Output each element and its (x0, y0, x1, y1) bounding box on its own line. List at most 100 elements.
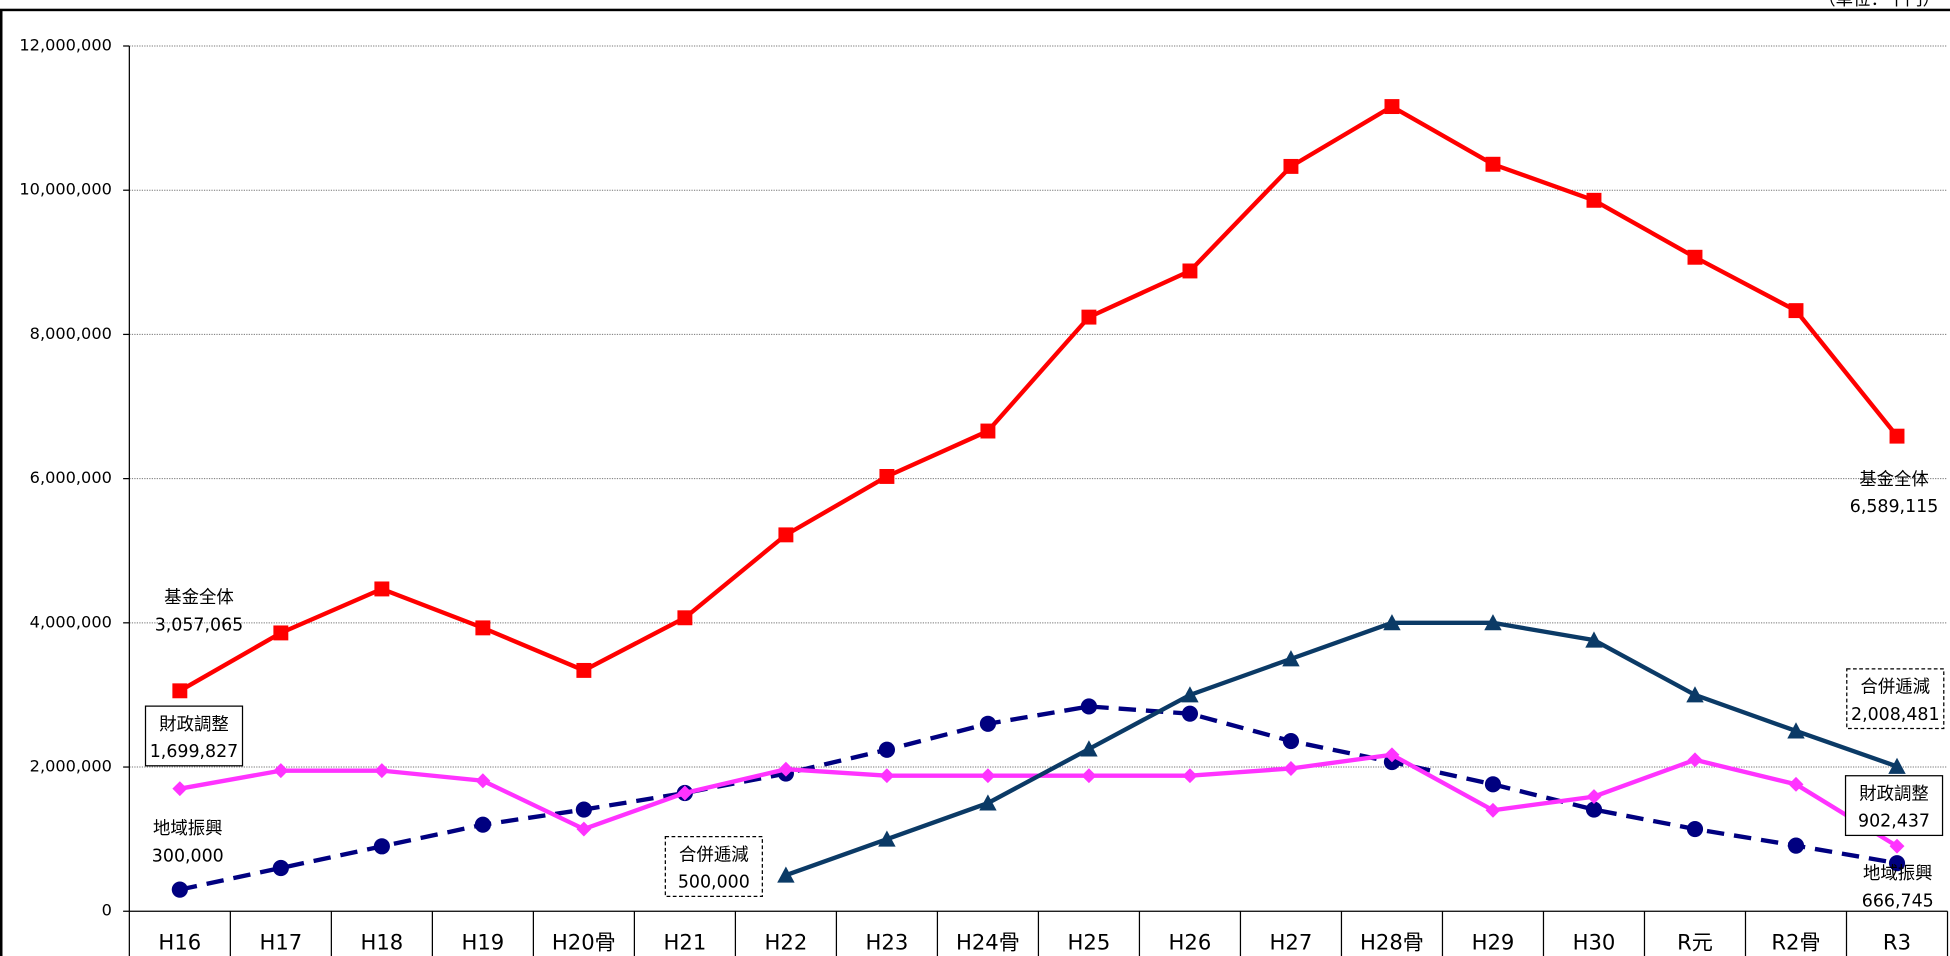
series-line (179, 752, 1899, 849)
annotation-name: 基金全体 (164, 588, 234, 608)
x-tick-label: H21 (663, 930, 706, 955)
marker (1384, 99, 1400, 115)
marker (1384, 747, 1400, 763)
x-tick-label: H16 (158, 930, 201, 955)
x-tick-label: H17 (259, 930, 302, 955)
series-line (178, 104, 1899, 693)
marker (1080, 698, 1098, 715)
marker (1585, 801, 1603, 818)
marker (1586, 192, 1602, 208)
x-tick-label: R3 (1883, 930, 1911, 955)
marker (980, 768, 996, 784)
annotation-value: 300,000 (152, 847, 224, 867)
marker (979, 715, 997, 732)
marker (879, 468, 895, 484)
annotation-name: 地域振興 (153, 819, 223, 839)
marker (979, 794, 997, 811)
marker (273, 763, 289, 779)
x-tick-label: H24骨 (956, 930, 1020, 955)
marker (172, 683, 188, 699)
marker (171, 881, 188, 898)
annotation-value: 3,057,065 (155, 615, 244, 635)
marker (1484, 776, 1502, 793)
marker (1788, 303, 1804, 319)
x-tick-label: H18 (360, 930, 403, 955)
annotation-box (1846, 668, 1945, 730)
marker (576, 662, 592, 678)
marker (1181, 705, 1199, 722)
marker (878, 830, 896, 847)
chart-frame (0, 8, 1950, 956)
marker (1889, 838, 1905, 854)
x-tick-label: H20骨 (552, 930, 616, 955)
marker (172, 781, 188, 797)
marker (778, 527, 794, 543)
annotation-box (1844, 775, 1944, 837)
x-tick-label: R2骨 (1771, 930, 1820, 955)
marker (1081, 768, 1097, 784)
marker (374, 581, 390, 597)
series-line (785, 620, 1898, 878)
x-tick-label: H29 (1472, 930, 1515, 955)
marker (1585, 631, 1603, 648)
marker (1283, 158, 1299, 174)
x-tick-label: H25 (1068, 930, 1111, 955)
annotation-name: 合併逓減 (1860, 677, 1930, 697)
y-tick-label: 4,000,000 (30, 612, 112, 631)
marker (1787, 722, 1805, 739)
x-tick-label: H19 (461, 930, 504, 955)
marker (272, 859, 289, 877)
x-tick-label: H22 (765, 930, 808, 955)
marker (374, 763, 390, 779)
y-tick-label: 10,000,000 (19, 180, 112, 199)
marker (1888, 855, 1906, 872)
marker (1383, 614, 1401, 631)
y-tick-label: 6,000,000 (30, 468, 112, 487)
marker (879, 768, 895, 784)
annotation-name: 合併逓減 (679, 845, 749, 865)
marker (980, 423, 996, 439)
marker (474, 816, 491, 833)
annotation-value: 2,008,481 (1851, 705, 1940, 725)
marker (878, 741, 895, 758)
annotation-value: 500,000 (678, 873, 750, 893)
marker (1181, 686, 1199, 703)
annotation-name: 地域振興 (1863, 864, 1933, 884)
marker (1081, 309, 1097, 325)
marker (1182, 768, 1198, 784)
annotation-value: 666,745 (1862, 891, 1934, 911)
x-tick-label: H27 (1270, 930, 1313, 955)
marker (1182, 263, 1198, 279)
marker (1687, 249, 1703, 265)
annotation-box (144, 705, 244, 767)
marker (575, 801, 592, 818)
marker (1889, 428, 1905, 444)
marker (1080, 740, 1098, 757)
y-tick-label: 2,000,000 (30, 757, 112, 776)
marker (1283, 761, 1299, 776)
y-tick-label: 12,000,000 (19, 35, 112, 54)
marker (1485, 156, 1501, 172)
y-tick-label: 0 (102, 901, 112, 920)
x-tick-label: H30 (1573, 930, 1616, 955)
marker (1282, 650, 1300, 667)
marker (1686, 820, 1704, 838)
annotation-name: 基金全体 (1859, 470, 1929, 490)
x-tick-label: H23 (866, 930, 909, 955)
marker (1888, 757, 1906, 774)
marker (475, 620, 491, 636)
marker (373, 838, 390, 855)
marker (677, 610, 693, 626)
x-tick-label: H28骨 (1360, 930, 1424, 955)
marker (273, 625, 289, 641)
marker (576, 821, 592, 837)
marker (475, 773, 491, 789)
marker (777, 866, 795, 883)
marker (1687, 752, 1703, 768)
y-tick-label: 8,000,000 (30, 324, 112, 343)
annotation-name: 財政調整 (159, 715, 229, 735)
annotation-box (664, 836, 763, 897)
marker (1282, 732, 1300, 750)
